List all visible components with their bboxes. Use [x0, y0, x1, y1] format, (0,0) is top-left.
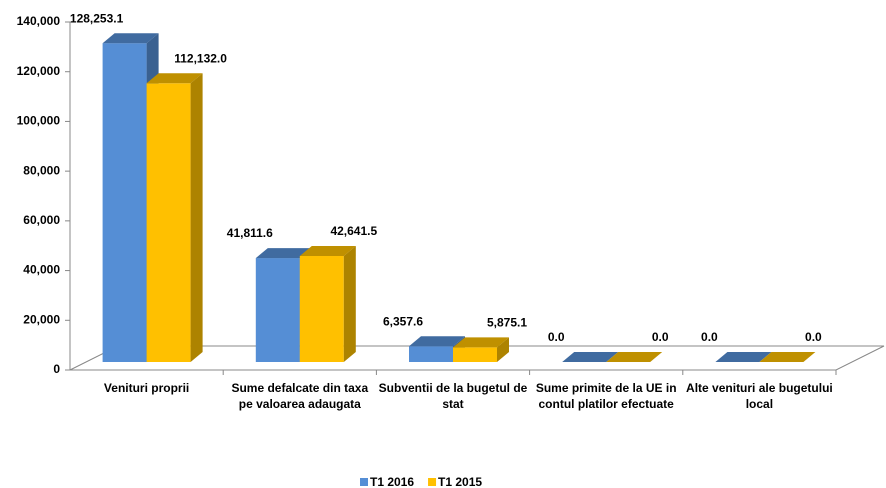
bar-top: [453, 337, 509, 348]
data-label: 0.0: [701, 330, 718, 344]
data-label: 41,811.6: [227, 226, 273, 240]
bar-front: [453, 347, 497, 362]
x-tick-label: Sume defalcate din taxa pe valoarea adau…: [231, 381, 369, 411]
y-tick-label: 80,000: [23, 163, 60, 177]
bar-top: [102, 33, 159, 44]
bar-top: [299, 246, 356, 257]
x-tick-label: Subventii de la bugetul de stat: [378, 381, 528, 411]
y-tick-label: 20,000: [23, 312, 60, 326]
y-tick-label: 120,000: [17, 64, 61, 78]
x-tick-label: Alte venituri ale bugetului local: [686, 381, 833, 411]
legend-label: T1 2016: [370, 475, 414, 488]
bar-top: [255, 248, 312, 259]
bar-top: [409, 336, 465, 347]
bar-side: [190, 73, 203, 363]
y-tick-label: 0: [53, 362, 60, 376]
y-tick-label: 60,000: [23, 213, 60, 227]
data-label: 0.0: [652, 330, 669, 344]
bar-top: [606, 352, 663, 362]
bar-front: [146, 83, 191, 363]
x-tick-label: Venituri proprii: [103, 381, 190, 395]
bar-front: [102, 43, 147, 363]
bar-top: [715, 352, 772, 362]
data-label: 6,357.6: [383, 314, 423, 328]
bar-front: [409, 346, 453, 362]
data-label: 0.0: [548, 330, 565, 344]
legend-swatch: [428, 478, 437, 486]
data-label: 0.0: [805, 330, 822, 344]
data-label: 128,253.1: [70, 11, 124, 25]
bar-side: [343, 246, 356, 362]
x-tick-label: Sume primite de la UE in contul platilor…: [535, 381, 677, 411]
bar-front: [299, 256, 344, 362]
data-label: 42,641.5: [330, 224, 377, 238]
bar-top: [759, 352, 816, 362]
data-label: 112,132.0: [174, 51, 227, 65]
floor: [69, 345, 885, 371]
legend-label: T1 2015: [438, 475, 482, 488]
y-tick-label: 100,000: [17, 114, 61, 128]
y-tick-label: 140,000: [17, 14, 61, 28]
bar-top: [146, 73, 203, 84]
legend-swatch: [360, 478, 368, 486]
bar-side: [497, 337, 509, 362]
bar-top: [562, 352, 619, 362]
data-label: 5,875.1: [487, 316, 527, 330]
y-tick-label: 40,000: [23, 263, 60, 277]
bar-front: [255, 258, 300, 362]
